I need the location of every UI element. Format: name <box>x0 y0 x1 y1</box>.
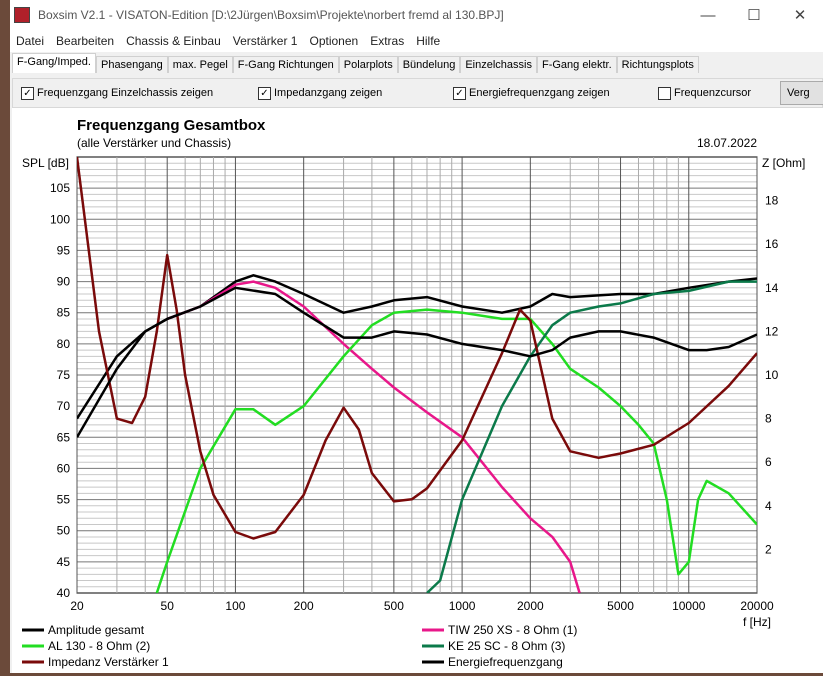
tab-1[interactable]: Phasengang <box>95 56 168 73</box>
tab-7[interactable]: F-Gang elektr. <box>536 56 617 73</box>
series-line-1 <box>166 280 581 593</box>
legend-label: Impedanz Verstärker 1 <box>48 655 169 669</box>
x-axis-label: f [Hz] <box>743 615 771 629</box>
maximize-button[interactable]: ☐ <box>747 7 761 24</box>
y2-tick-label: 18 <box>765 194 779 208</box>
y-tick-label: 60 <box>57 461 71 475</box>
x-tick-label: 50 <box>161 599 175 613</box>
y-tick-label: 90 <box>57 275 71 289</box>
x-tick-label: 20000 <box>740 599 774 613</box>
app-icon <box>14 7 30 23</box>
app-window: Boxsim V2.1 - VISATON-Edition [D:\2Jürge… <box>10 0 823 673</box>
y-tick-label: 70 <box>57 399 71 413</box>
checkbox-2[interactable]: ✓ Energiefrequenzgang zeigen <box>453 86 610 100</box>
tab-bar: F-Gang/Imped. Phasengang max. Pegel F-Gang … <box>10 53 823 73</box>
compare-button[interactable]: Verg <box>780 81 823 105</box>
menu-datei[interactable]: Datei <box>16 34 45 48</box>
checkbox-0[interactable]: ✓ Frequenzgang Einzelchassis zeigen <box>21 86 214 100</box>
checkbox-box[interactable]: ✓ <box>258 86 271 100</box>
x-tick-label: 10000 <box>672 599 706 613</box>
tab-0[interactable]: F-Gang/Imped. <box>12 53 96 73</box>
y2-tick-label: 10 <box>765 368 779 382</box>
menu-chassis-einbau[interactable]: Chassis & Einbau <box>126 34 221 48</box>
tab-3[interactable]: F-Gang Richtungen <box>232 56 339 73</box>
y2-tick-label: 6 <box>765 455 772 469</box>
x-tick-label: 200 <box>294 599 314 613</box>
frequency-response-chart: Frequenzgang Gesamtbox (alle Verstärker u… <box>22 117 805 669</box>
x-tick-label: 2000 <box>517 599 544 613</box>
y-tick-label: 75 <box>57 368 71 382</box>
checkbox-box[interactable] <box>658 86 671 100</box>
x-tick-label: 500 <box>384 599 404 613</box>
y-tick-label: 85 <box>57 306 71 320</box>
y-tick-label: 105 <box>50 181 70 195</box>
legend-label: Energiefrequenzgang <box>448 655 563 669</box>
checkbox-label: Frequenzgang Einzelchassis zeigen <box>37 87 214 99</box>
y2-tick-label: 8 <box>765 412 772 426</box>
chart-date: 18.07.2022 <box>697 136 757 150</box>
y2-tick-label: 16 <box>765 237 779 251</box>
y2-tick-label: 2 <box>765 542 772 556</box>
window-title: Boxsim V2.1 - VISATON-Edition [D:\2Jürge… <box>38 8 504 22</box>
y2-tick-label: 12 <box>765 324 779 338</box>
tab-2[interactable]: max. Pegel <box>167 56 233 73</box>
tab-6[interactable]: Einzelchassis <box>460 56 537 73</box>
tab-8[interactable]: Richtungsplots <box>616 56 699 73</box>
checkbox-label: Impedanzgang zeigen <box>274 87 383 99</box>
tab-5[interactable]: Bündelung <box>397 56 461 73</box>
x-tick-label: 20 <box>70 599 84 613</box>
y-tick-label: 45 <box>57 555 71 569</box>
y-axis-label: SPL [dB] <box>22 156 69 170</box>
y-tick-label: 95 <box>57 243 71 257</box>
y2-tick-label: 14 <box>765 281 779 295</box>
title-bar: Boxsim V2.1 - VISATON-Edition [D:\2Jürge… <box>10 0 823 30</box>
x-tick-label: 100 <box>225 599 245 613</box>
close-button[interactable]: ✕ <box>793 7 807 24</box>
chart-subtitle: (alle Verstärker und Chassis) <box>77 136 231 150</box>
menu-verstärker-[interactable]: Verstärker 1 <box>232 34 298 48</box>
y-tick-label: 65 <box>57 430 71 444</box>
menu-bearbeiten[interactable]: Bearbeiten <box>56 34 115 48</box>
legend-label: KE 25 SC - 8 Ohm (3) <box>448 639 565 653</box>
series-line-5 <box>77 286 757 438</box>
series-line-3 <box>426 280 757 593</box>
series-line-4 <box>77 157 757 540</box>
checkbox-1[interactable]: ✓ Impedanzgang zeigen <box>258 86 383 100</box>
legend-label: AL 130 - 8 Ohm (2) <box>48 639 150 653</box>
checkbox-box[interactable]: ✓ <box>453 86 466 100</box>
menu-bar: Datei Bearbeiten Chassis & Einbau Verstärke… <box>10 30 823 52</box>
options-bar: Verg ✓ Frequenzgang Einzelchassis zeigen ✓… <box>12 78 823 108</box>
checkbox-label: Frequenzcursor <box>674 87 752 99</box>
checkbox-3[interactable]: Frequenzcursor <box>658 86 752 100</box>
menu-hilfe[interactable]: Hilfe <box>416 34 441 48</box>
x-tick-label: 1000 <box>449 599 476 613</box>
legend-label: TIW 250 XS - 8 Ohm (1) <box>448 623 577 637</box>
menu-optionen[interactable]: Optionen <box>309 34 359 48</box>
y-tick-label: 100 <box>50 212 70 226</box>
chart-title: Frequenzgang Gesamtbox <box>77 117 266 134</box>
menu-extras[interactable]: Extras <box>370 34 405 48</box>
x-tick-label: 5000 <box>607 599 634 613</box>
chart-panel: Frequenzgang Gesamtbox (alle Verstärker u… <box>12 108 823 673</box>
y-tick-label: 55 <box>57 493 71 507</box>
checkbox-label: Energiefrequenzgang zeigen <box>469 87 610 99</box>
legend-label: Amplitude gesamt <box>48 623 145 637</box>
tab-4[interactable]: Polarplots <box>338 56 398 73</box>
y2-axis-label: Z [Ohm] <box>762 156 805 170</box>
y2-tick-label: 4 <box>765 499 772 513</box>
checkbox-box[interactable]: ✓ <box>21 86 34 100</box>
y-tick-label: 50 <box>57 524 71 538</box>
y-tick-label: 80 <box>57 337 71 351</box>
minimize-button[interactable]: — <box>700 6 716 24</box>
y-tick-label: 40 <box>57 586 71 600</box>
